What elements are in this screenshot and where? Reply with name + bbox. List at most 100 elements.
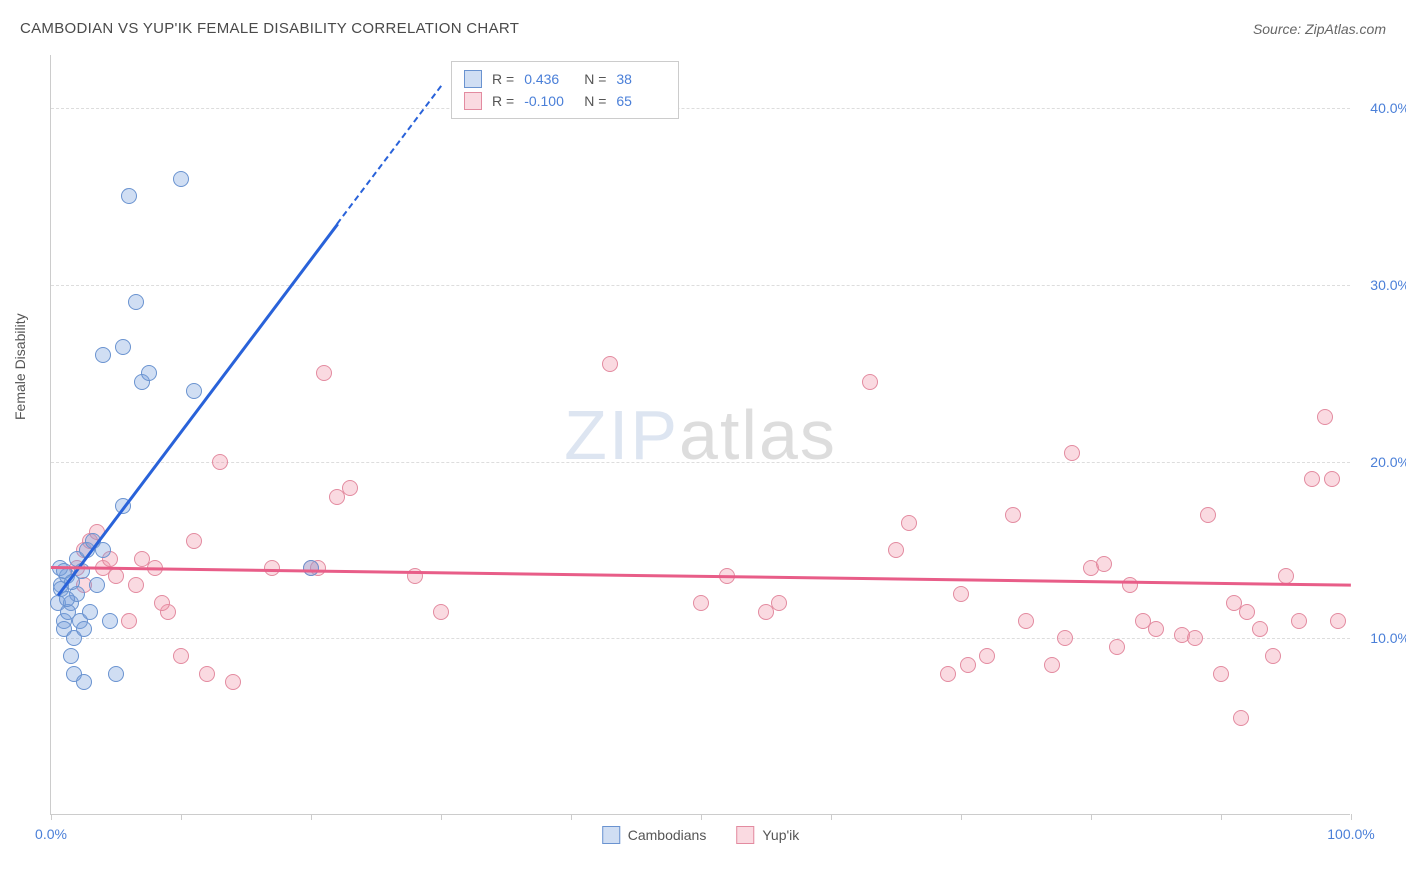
data-point-yupik [173, 648, 189, 664]
source-label: Source: ZipAtlas.com [1253, 21, 1386, 37]
series-legend-item-cambodians: Cambodians [602, 826, 707, 844]
data-point-yupik [316, 365, 332, 381]
data-point-cambodians [128, 294, 144, 310]
data-point-yupik [1200, 507, 1216, 523]
data-point-yupik [1148, 621, 1164, 637]
y-tick-label: 40.0% [1370, 100, 1406, 116]
data-point-yupik [953, 586, 969, 602]
legend-swatch-cambodians [602, 826, 620, 844]
legend-n-label: N = [584, 93, 606, 109]
data-point-yupik [121, 613, 137, 629]
y-tick-label: 30.0% [1370, 277, 1406, 293]
y-axis-label: Female Disability [12, 313, 28, 420]
data-point-yupik [1233, 710, 1249, 726]
data-point-cambodians [173, 171, 189, 187]
data-point-cambodians [82, 604, 98, 620]
x-tick-mark [831, 814, 832, 820]
y-tick-label: 20.0% [1370, 454, 1406, 470]
legend-swatch-cambodians [464, 70, 482, 88]
data-point-yupik [1057, 630, 1073, 646]
gridline-horizontal [51, 638, 1350, 639]
data-point-yupik [1018, 613, 1034, 629]
data-point-yupik [225, 674, 241, 690]
gridline-horizontal [51, 108, 1350, 109]
legend-row-yupik: R = -0.100 N = 65 [464, 90, 666, 112]
correlation-legend: R = 0.436 N = 38 R = -0.100 N = 65 [451, 61, 679, 119]
data-point-yupik [1317, 409, 1333, 425]
x-tick-mark [571, 814, 572, 820]
data-point-yupik [693, 595, 709, 611]
data-point-yupik [1291, 613, 1307, 629]
series-label: Cambodians [628, 827, 707, 843]
x-tick-mark [1351, 814, 1352, 820]
data-point-yupik [433, 604, 449, 620]
x-tick-mark [181, 814, 182, 820]
data-point-yupik [1187, 630, 1203, 646]
legend-r-value: -0.100 [524, 93, 574, 109]
legend-swatch-yupik [736, 826, 754, 844]
data-point-cambodians [115, 339, 131, 355]
data-point-yupik [960, 657, 976, 673]
legend-r-label: R = [492, 93, 514, 109]
legend-r-label: R = [492, 71, 514, 87]
data-point-yupik [1265, 648, 1281, 664]
data-point-yupik [212, 454, 228, 470]
data-point-yupik [901, 515, 917, 531]
series-label: Yup'ik [762, 827, 799, 843]
x-tick-label: 100.0% [1327, 826, 1374, 842]
data-point-yupik [862, 374, 878, 390]
x-tick-mark [311, 814, 312, 820]
data-point-cambodians [141, 365, 157, 381]
data-point-cambodians [303, 560, 319, 576]
data-point-yupik [186, 533, 202, 549]
data-point-cambodians [95, 347, 111, 363]
data-point-yupik [888, 542, 904, 558]
legend-n-value: 65 [616, 93, 666, 109]
data-point-yupik [1213, 666, 1229, 682]
x-tick-mark [1221, 814, 1222, 820]
data-point-cambodians [89, 577, 105, 593]
series-legend: Cambodians Yup'ik [602, 826, 800, 844]
gridline-horizontal [51, 285, 1350, 286]
legend-n-value: 38 [616, 71, 666, 87]
legend-r-value: 0.436 [524, 71, 574, 87]
data-point-yupik [1064, 445, 1080, 461]
chart-title: CAMBODIAN VS YUP'IK FEMALE DISABILITY CO… [20, 20, 519, 37]
data-point-yupik [940, 666, 956, 682]
data-point-yupik [1109, 639, 1125, 655]
trend-line-dashed [336, 85, 442, 224]
data-point-yupik [602, 356, 618, 372]
data-point-yupik [1304, 471, 1320, 487]
data-point-yupik [199, 666, 215, 682]
data-point-yupik [128, 577, 144, 593]
data-point-yupik [342, 480, 358, 496]
data-point-yupik [979, 648, 995, 664]
data-point-cambodians [76, 621, 92, 637]
data-point-cambodians [76, 674, 92, 690]
x-tick-label: 0.0% [35, 826, 67, 842]
data-point-yupik [1044, 657, 1060, 673]
plot-area: ZIPatlas 10.0%20.0%30.0%40.0%0.0%100.0%R… [50, 55, 1350, 815]
series-legend-item-yupik: Yup'ik [736, 826, 799, 844]
data-point-cambodians [102, 613, 118, 629]
legend-swatch-yupik [464, 92, 482, 110]
data-point-yupik [1005, 507, 1021, 523]
data-point-yupik [108, 568, 124, 584]
y-tick-label: 10.0% [1370, 630, 1406, 646]
data-point-cambodians [186, 383, 202, 399]
data-point-cambodians [108, 666, 124, 682]
legend-row-cambodians: R = 0.436 N = 38 [464, 68, 666, 90]
data-point-cambodians [121, 188, 137, 204]
data-point-yupik [1330, 613, 1346, 629]
data-point-yupik [1252, 621, 1268, 637]
x-tick-mark [701, 814, 702, 820]
legend-n-label: N = [584, 71, 606, 87]
data-point-yupik [1096, 556, 1112, 572]
x-tick-mark [961, 814, 962, 820]
x-tick-mark [51, 814, 52, 820]
watermark: ZIPatlas [564, 395, 837, 475]
data-point-cambodians [63, 648, 79, 664]
data-point-yupik [1324, 471, 1340, 487]
data-point-yupik [154, 595, 170, 611]
data-point-yupik [1239, 604, 1255, 620]
